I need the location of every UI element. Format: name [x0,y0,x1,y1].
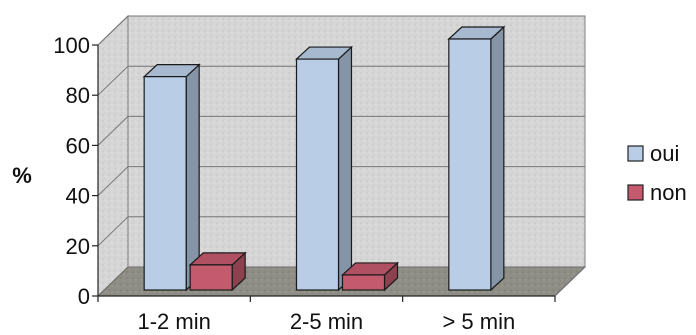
y-tick-label: 80 [66,83,90,108]
legend-label: non [650,180,687,205]
legend-label: oui [650,141,679,166]
legend-swatch [627,184,644,201]
legend-item: non [627,180,687,205]
bars [142,25,506,292]
x-tick-label: 2-5 min [290,309,363,334]
y-tick-label: 0 [78,284,90,309]
y-axis-label: % [12,163,32,188]
legend-swatch [627,145,644,162]
bar-non [340,261,400,292]
y-tick-label: 100 [53,33,90,58]
legend-item: oui [627,141,679,166]
gridline [97,216,585,247]
gridline [97,15,585,46]
bar-non [188,251,247,292]
bar-oui [447,25,506,292]
legend: oui non [627,141,687,205]
y-axis: 0 20 40 60 80 100 [53,33,99,309]
y-tick-label: 40 [66,184,90,209]
grid-lines [97,15,585,247]
side-wall [97,14,129,298]
x-tick-label: 1-2 min [137,309,210,334]
gridline [97,65,585,96]
x-axis: 1-2 min 2-5 min > 5 min [97,295,556,334]
bar-oui [142,63,201,292]
bar-oui [294,45,354,292]
y-tick-label: 60 [66,133,90,158]
gridline [97,166,585,196]
y-tick-label: 20 [66,234,90,259]
x-tick-label: > 5 min [442,309,515,334]
gridline [97,115,585,146]
